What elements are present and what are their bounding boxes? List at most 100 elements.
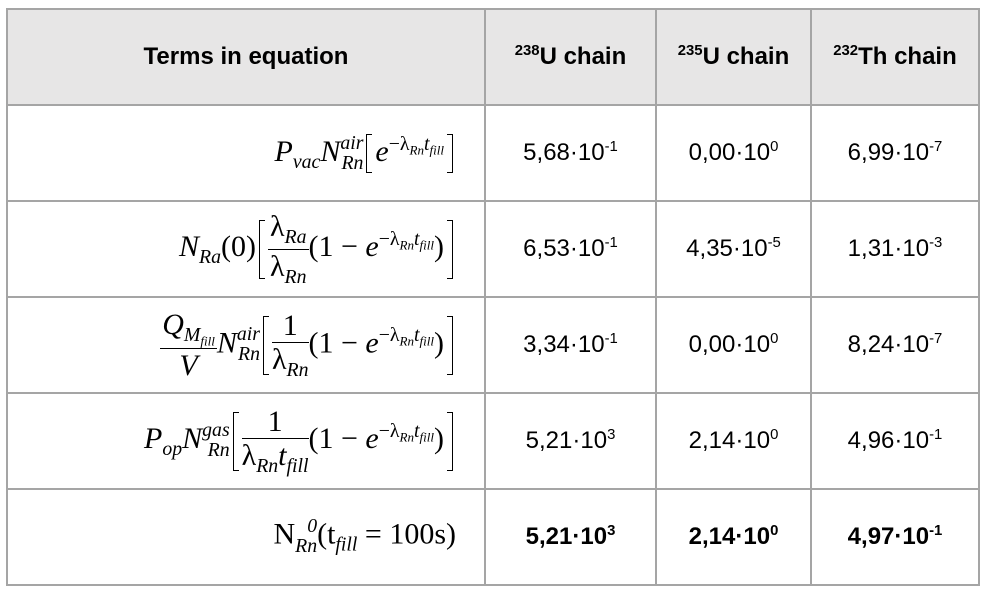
formula-part: Q [162, 307, 184, 341]
value-exponent: -1 [604, 139, 618, 155]
value-cell: 4,35·10-5 [655, 200, 812, 298]
header-cell: 232Th chain [810, 8, 980, 106]
header-sup: 235 [677, 43, 703, 59]
formula-part: λRa [267, 210, 309, 250]
formula-part: −λRntfill [378, 420, 435, 445]
formula-part: −λRntfill [379, 324, 435, 349]
value-cell: 5,68·10-1 [484, 104, 657, 202]
formula-part: e [365, 229, 379, 263]
formula-part: gas [202, 419, 230, 442]
formula-part: λ [241, 438, 257, 472]
value-mantissa: 5,68·10 [523, 139, 605, 166]
formula-part: t [278, 438, 287, 472]
formula-part: ) [434, 421, 444, 455]
value-mantissa: 1,31·10 [847, 235, 930, 262]
formula-part: Rn [341, 151, 364, 174]
fraction: QMfill V [160, 308, 217, 383]
formula-part: ) [434, 229, 444, 263]
bracket [262, 315, 269, 375]
formula-part: air [340, 131, 364, 154]
formula-part: V [179, 349, 198, 383]
formula-part: = 100s) [357, 517, 456, 551]
formula-part: fill [335, 533, 358, 556]
value-mantissa: 4,35·10 [686, 235, 768, 262]
value-exponent: -7 [929, 139, 943, 155]
formula-part: fill [419, 237, 435, 253]
formula-part: N [182, 421, 203, 455]
formula-part: 1 [241, 405, 309, 439]
value-exponent: 3 [607, 523, 616, 539]
value-cell: 8,24·10-7 [810, 296, 980, 394]
formula-part: Rn [207, 439, 230, 461]
header-sup: 238 [514, 43, 540, 59]
formula-part: (1 − [308, 229, 366, 263]
value-cell: 3,34·10-1 [484, 296, 657, 394]
value-cell: 0,00·100 [655, 296, 812, 394]
formula-part: t [414, 228, 420, 251]
formula-part: Ra [284, 225, 307, 248]
formula-part: Rn [284, 265, 307, 288]
formula-part: −λ [378, 420, 400, 443]
header-cell: 238U chain [484, 8, 657, 106]
header-text: Terms in equation [143, 43, 349, 70]
value-exponent: 0 [770, 331, 779, 347]
header-text: Th chain [858, 43, 957, 70]
formula-part: −λRntfill [378, 228, 435, 253]
value-mantissa: 8,24·10 [847, 331, 930, 358]
header-cell: Terms in equation [6, 8, 486, 106]
header-row: Terms in equation 238U chain 235U chain … [6, 8, 980, 106]
bracket [447, 411, 453, 471]
formula-part: fill [429, 142, 445, 158]
bracket [447, 133, 453, 174]
formula-part: gas Rn [202, 419, 230, 461]
value-cell: 4,96·10-1 [810, 392, 980, 490]
formula-part: Rn [286, 358, 309, 381]
bracket [366, 133, 373, 174]
formula-part: (1 − [308, 325, 366, 359]
value-exponent: -1 [929, 523, 943, 539]
bracket [258, 219, 265, 279]
row: NRa(0) λRa λRn (1 − e−λRntfill) 6,53·10-1 4,… [6, 200, 980, 298]
value-mantissa: 2,14·10 [688, 427, 771, 454]
formula-part: Rn [399, 333, 415, 349]
fraction: 1 λRn [271, 309, 309, 382]
value-exponent: -3 [929, 235, 943, 251]
formula-part: λRn [268, 250, 309, 289]
header-text: U chain [539, 43, 627, 70]
formula-part: Ra [199, 245, 221, 268]
formula-part: N [273, 517, 296, 551]
formula-part: fill [419, 333, 435, 349]
data-table: Terms in equation 238U chain 235U chain … [6, 8, 980, 586]
formula-part: QMfill [160, 308, 217, 350]
formula-part: −λ [378, 228, 400, 251]
formula-part: 0 [307, 515, 318, 538]
formula-part: air Rn [340, 131, 364, 174]
value-exponent: -1 [604, 331, 618, 347]
formula-part: Rn [409, 142, 425, 158]
value-exponent: 3 [607, 427, 616, 443]
header-text: U chain [702, 43, 790, 70]
value-mantissa: 6,99·10 [847, 139, 930, 166]
header-cell: 235U chain [655, 8, 812, 106]
value-mantissa: 0,00·10 [688, 139, 771, 166]
row: N 0 Rn (tfill = 100s) 5,21·103 2,14·100 4,97·… [6, 488, 980, 586]
value-cell: 6,53·10-1 [484, 200, 657, 298]
value-cell: 2,14·100 [655, 392, 812, 490]
value-cell: 0,00·100 [655, 104, 812, 202]
formula-part: (1 − [308, 421, 366, 455]
value-exponent: 0 [770, 427, 779, 443]
formula-part: t [414, 420, 420, 443]
formula-part: fill [200, 333, 215, 349]
formula-part: −λ [388, 132, 410, 155]
value-mantissa: 2,14·10 [688, 523, 771, 550]
value-cell: 1,31·10-3 [810, 200, 980, 298]
formula-part: fill [419, 429, 435, 445]
row: PopN gas Rn 1 λRntfill (1 − e−λRntfill) 5,21·… [6, 392, 980, 490]
formula-part: Rn [295, 534, 318, 557]
formula-part: Mfill [184, 324, 215, 349]
formula-part: (t [317, 517, 336, 551]
value-mantissa: 6,53·10 [523, 235, 605, 262]
formula-part: −λRntfill [388, 132, 445, 158]
